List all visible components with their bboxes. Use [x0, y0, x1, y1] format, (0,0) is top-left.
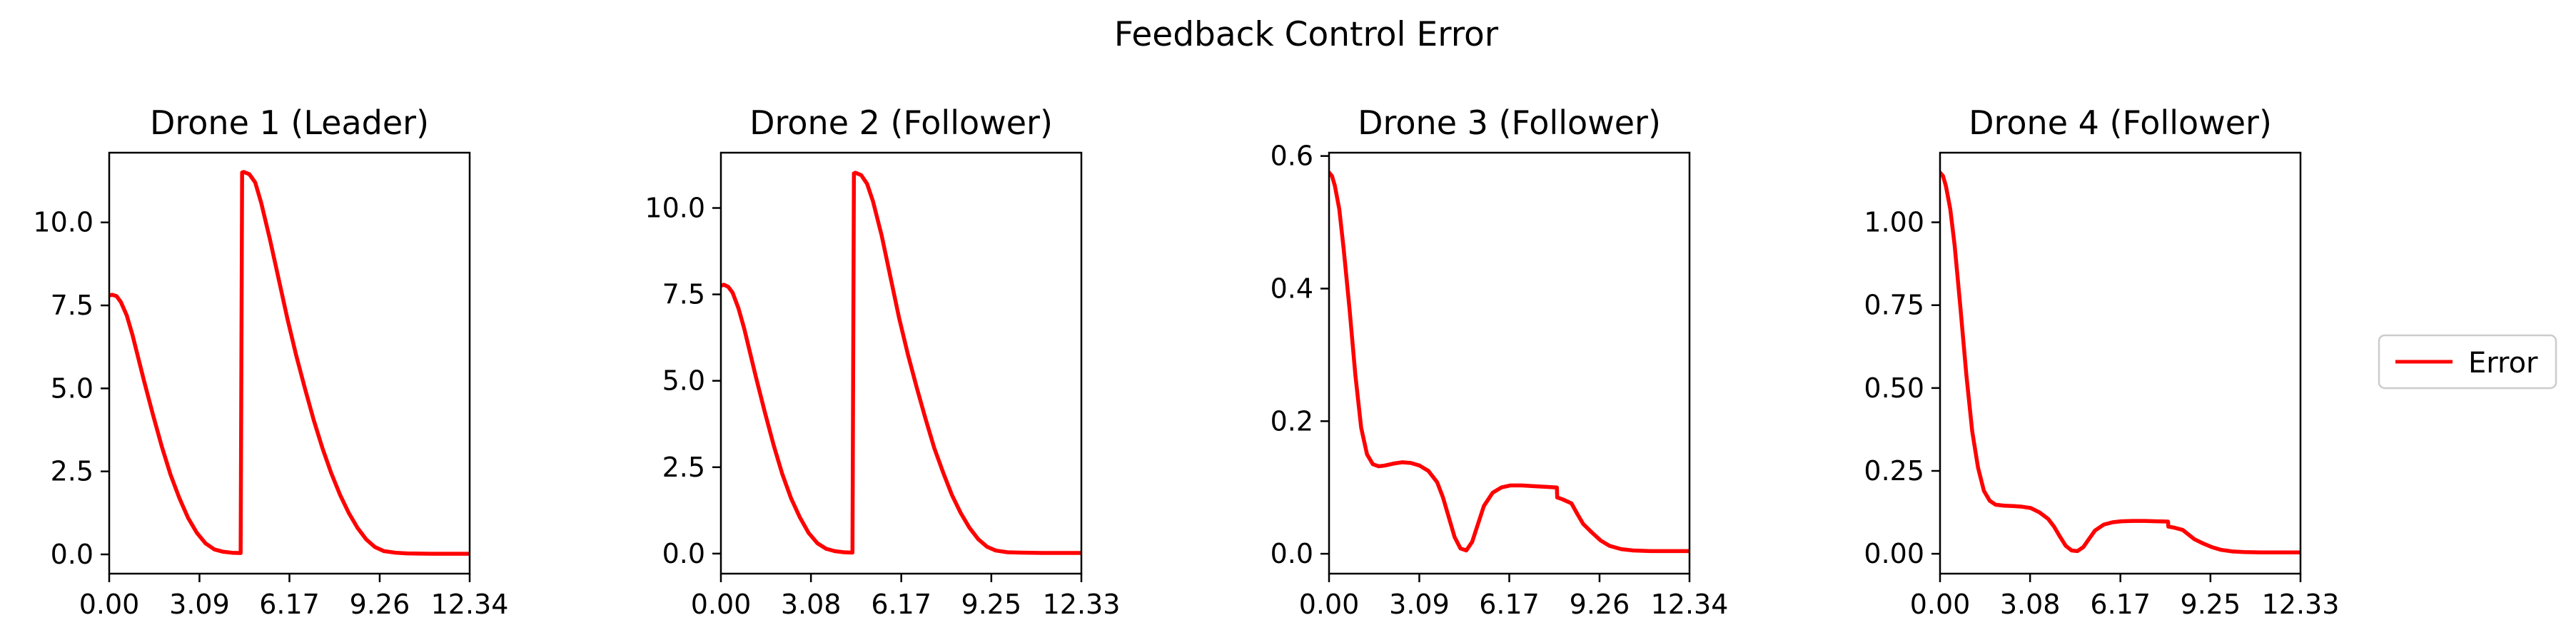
- x-tick-label: 6.17: [2090, 589, 2151, 620]
- legend-label: Error: [2468, 347, 2538, 380]
- y-tick-label: 2.5: [51, 456, 94, 487]
- legend-frame: [2378, 334, 2557, 390]
- subplot-3: Drone 3 (Follower) 0.00 3.09 6.17 9.26 12.34 0…: [1271, 103, 1729, 620]
- x-tick-label: 0.00: [1299, 589, 1360, 620]
- series-line-error: [109, 170, 470, 556]
- x-tick-label: 12.33: [2262, 589, 2340, 620]
- y-tick-label: 10.0: [645, 193, 705, 224]
- x-tick-label: 6.17: [871, 589, 931, 620]
- legend: Error: [2378, 334, 2557, 390]
- y-tick-label: 0.6: [1271, 141, 1313, 172]
- y-tick-label: 5.0: [662, 365, 705, 397]
- subplot-1: Drone 1 (Leader) 0.00 3.09 6.17 9.26 12.34 0.0…: [33, 103, 508, 620]
- y-tick-label: 7.5: [662, 279, 705, 310]
- x-tick-label: 9.25: [961, 589, 1022, 620]
- x-tick-label: 3.09: [1389, 589, 1450, 620]
- x-tick-label: 9.26: [350, 589, 410, 620]
- x-tick-label: 0.00: [79, 589, 140, 620]
- y-tick-label: 1.00: [1864, 207, 1924, 238]
- series-line-error: [721, 171, 1081, 555]
- y-tick-label: 0.00: [1864, 538, 1924, 569]
- y-tick-label: 0.0: [51, 539, 94, 570]
- series-line-error: [1329, 169, 1689, 554]
- y-tick-label: 2.5: [662, 452, 705, 483]
- series-line-error: [1940, 169, 2300, 555]
- y-tick-label: 0.4: [1271, 273, 1313, 304]
- y-tick-label: 7.5: [51, 290, 94, 321]
- x-tick-label: 0.00: [691, 589, 752, 620]
- subplot-title: Drone 1 (Leader): [150, 103, 429, 142]
- subplot-4: Drone 4 (Follower) 0.00 3.08 6.17 9.25 12.33 0…: [1864, 103, 2339, 620]
- subplots: Drone 1 (Leader) 0.00 3.09 6.17 9.26 12.34 0.0…: [33, 103, 2339, 620]
- x-tick-label: 9.25: [2181, 589, 2241, 620]
- subplot-title: Drone 4 (Follower): [1969, 103, 2272, 142]
- y-tick-label: 0.75: [1864, 290, 1924, 321]
- y-tick-label: 0.50: [1864, 372, 1924, 404]
- y-tick-label: 0.0: [662, 538, 705, 569]
- subplot-title: Drone 2 (Follower): [749, 103, 1053, 142]
- y-tick-label: 5.0: [51, 372, 94, 404]
- x-tick-label: 12.33: [1043, 589, 1121, 620]
- x-tick-label: 12.34: [1651, 589, 1729, 620]
- x-tick-label: 6.17: [1479, 589, 1540, 620]
- y-tick-label: 0.0: [1271, 538, 1313, 569]
- y-tick-label: 10.0: [33, 207, 94, 238]
- x-tick-label: 3.09: [169, 589, 230, 620]
- subplot-title: Drone 3 (Follower): [1358, 103, 1661, 142]
- x-tick-label: 0.00: [1910, 589, 1971, 620]
- x-tick-label: 12.34: [431, 589, 509, 620]
- x-tick-label: 9.26: [1570, 589, 1630, 620]
- y-tick-label: 0.2: [1271, 405, 1313, 437]
- x-tick-label: 6.17: [259, 589, 320, 620]
- figure-title: Feedback Control Error: [1114, 15, 1499, 54]
- x-tick-label: 3.08: [781, 589, 842, 620]
- x-tick-label: 3.08: [2000, 589, 2061, 620]
- y-tick-label: 0.25: [1864, 455, 1924, 487]
- subplot-2: Drone 2 (Follower) 0.00 3.08 6.17 9.25 12.33 0…: [645, 103, 1120, 620]
